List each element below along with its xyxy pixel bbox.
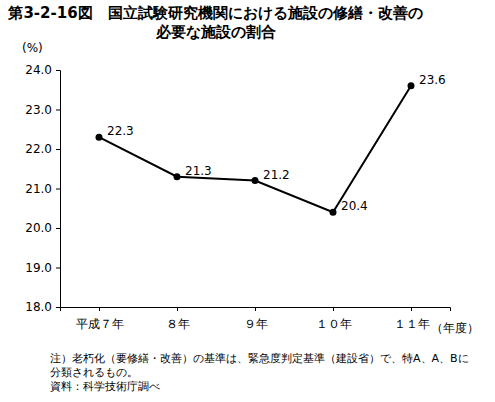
data-point — [252, 177, 259, 184]
x-tick-label: １１年 — [394, 317, 430, 331]
y-tick-label: 21.0 — [25, 182, 52, 196]
y-axis-title: (%) — [22, 41, 43, 55]
data-point — [330, 209, 337, 216]
y-tick: 20.0 — [25, 221, 60, 235]
x-tick: ９年 — [244, 307, 268, 331]
y-tick-mark — [56, 70, 60, 71]
y-tick-mark — [56, 268, 60, 269]
y-axis-line — [56, 71, 61, 308]
data-labels: 22.3 21.3 21.2 20.4 23.6 — [107, 73, 446, 213]
y-tick-label: 19.0 — [25, 261, 52, 275]
data-label: 21.3 — [185, 164, 212, 178]
x-tick-mark — [333, 307, 334, 311]
x-tick-mark — [255, 307, 256, 311]
x-tick: １０年 — [316, 307, 352, 331]
data-label: 20.4 — [341, 199, 368, 213]
y-tick: 21.0 — [25, 182, 60, 196]
y-tick-mark — [56, 228, 60, 229]
chart-svg: 18.0 19.0 20.0 21.0 22.0 23.0 24.0 平成７年 ８年 ９年 １０年 １… — [0, 0, 495, 402]
note: 資料：科学技術庁調べ — [50, 380, 470, 394]
data-point — [96, 134, 103, 141]
notes: 注）老朽化（要修繕・改善）の基準は、緊急度判定基準（建設省）で、特A、A、Bに分… — [50, 352, 470, 394]
data-point — [174, 173, 181, 180]
y-tick-mark — [56, 110, 60, 111]
x-tick-mark — [177, 307, 178, 311]
x-axis-line — [61, 308, 451, 312]
x-tick-label: 平成７年 — [76, 317, 124, 331]
x-tick: １１年 — [394, 307, 430, 331]
chart-title: 第3-2-16図 国立試験研究機関における施設の修繕・改善の必要な施設の割合 — [8, 4, 423, 42]
y-tick-label: 24.0 — [25, 63, 52, 77]
x-tick-label: ９年 — [244, 317, 268, 331]
y-tick-label: 22.0 — [25, 142, 52, 156]
x-axis: 平成７年 ８年 ９年 １０年 １１年 — [61, 307, 451, 331]
x-axis-title: （年度） — [431, 321, 479, 335]
y-tick-label: 23.0 — [25, 103, 52, 117]
x-tick-mark — [99, 307, 100, 311]
x-tick-label: ８年 — [166, 317, 190, 331]
x-tick-mark — [411, 307, 412, 311]
data-point — [408, 82, 415, 89]
data-label: 21.2 — [263, 168, 290, 182]
data-label: 23.6 — [419, 73, 446, 87]
x-tick: ８年 — [166, 307, 190, 331]
x-tick-label: １０年 — [316, 317, 352, 331]
y-axis: 18.0 19.0 20.0 21.0 22.0 23.0 24.0 — [25, 63, 60, 314]
plot-area — [96, 82, 415, 215]
y-tick: 24.0 — [25, 63, 60, 77]
y-tick-mark — [56, 189, 60, 190]
y-tick-label: 18.0 — [25, 300, 52, 314]
y-tick: 19.0 — [25, 261, 60, 275]
y-tick-mark — [56, 149, 60, 150]
y-tick: 23.0 — [25, 103, 60, 117]
data-line — [99, 86, 411, 212]
note: 注）老朽化（要修繕・改善）の基準は、緊急度判定基準（建設省）で、特A、A、Bに分… — [50, 352, 470, 380]
data-label: 22.3 — [107, 124, 134, 138]
y-tick: 18.0 — [25, 300, 60, 314]
y-tick-mark — [56, 307, 60, 308]
x-tick: 平成７年 — [76, 307, 124, 331]
y-tick: 22.0 — [25, 142, 60, 156]
y-tick-label: 20.0 — [25, 221, 52, 235]
